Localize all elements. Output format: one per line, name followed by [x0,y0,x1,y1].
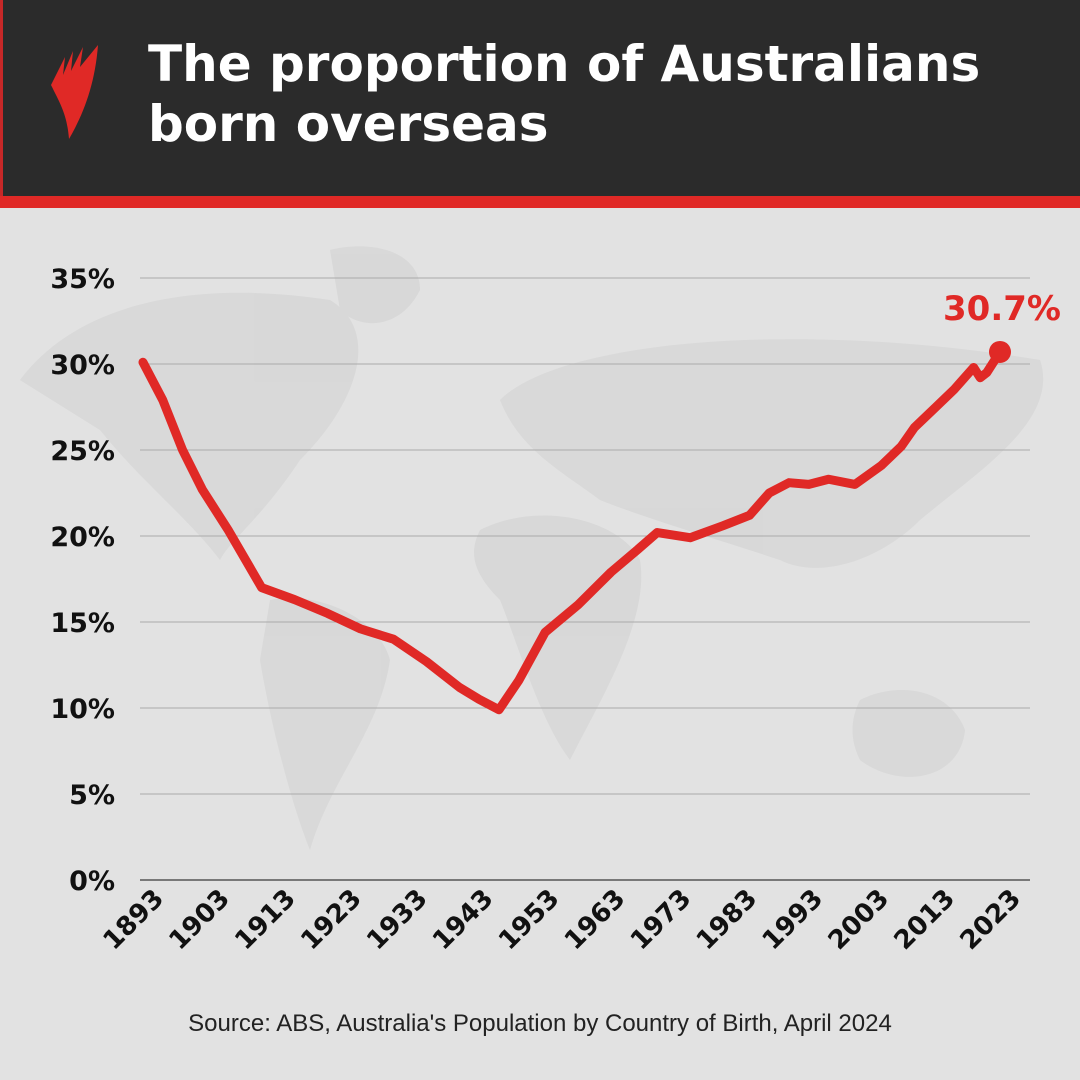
x-tick-label: 1993 [757,884,829,956]
series-line [138,347,1005,715]
end-value-annotation: 30.7% [943,289,1061,329]
x-tick-label: 1943 [427,884,499,956]
page-title: The proportion of Australians born overs… [148,35,981,153]
y-tick-label: 20% [50,522,115,553]
world-map-background [20,246,1044,850]
accent-bar [0,196,1080,208]
line-chart: 0%5%10%15%20%25%30%35% 18931903191319231… [20,246,1061,956]
x-tick-label: 1953 [493,884,565,956]
x-tick-label: 1983 [691,884,763,956]
y-tick-label: 35% [50,264,115,295]
y-tick-label: 25% [50,436,115,467]
y-tick-label: 0% [69,866,115,897]
y-tick-label: 30% [50,350,115,381]
x-tick-label: 2023 [955,884,1027,956]
sbs-logo-icon [51,45,98,139]
end-point-marker [989,340,1011,363]
x-tick-label: 2013 [889,884,961,956]
source-note: Source: ABS, Australia's Population by C… [188,1010,892,1037]
x-tick-label: 1923 [295,884,367,956]
x-tick-label: 1903 [163,884,235,956]
y-tick-label: 10% [50,694,115,725]
x-tick-label: 1973 [625,884,697,956]
x-tick-label: 2003 [823,884,895,956]
x-tick-label: 1963 [559,884,631,956]
y-tick-label: 15% [50,608,115,639]
x-tick-label: 1933 [361,884,433,956]
x-tick-label: 1913 [229,884,301,956]
y-tick-label: 5% [69,780,115,811]
header: The proportion of Australians born overs… [0,0,1080,196]
